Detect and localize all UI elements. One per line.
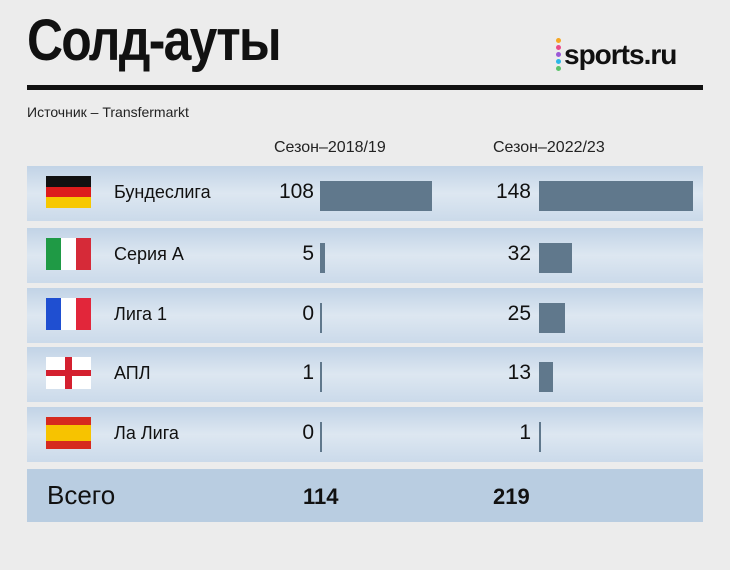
chart-title: Солд-ауты <box>27 8 282 73</box>
bar-2022 <box>539 422 541 452</box>
league-row: Серия А 5 32 <box>27 228 703 283</box>
column-header-2018: Сезон–2018/19 <box>274 139 386 156</box>
spain-flag-icon <box>46 417 91 449</box>
league-label: Бундеслига <box>114 182 211 202</box>
france-flag-icon <box>46 298 91 330</box>
bar-2022 <box>539 181 693 211</box>
column-header-2022: Сезон–2022/23 <box>493 139 605 156</box>
bar-2022 <box>539 303 565 333</box>
value-label-2018: 1 <box>302 361 314 384</box>
total-label: Всего <box>47 480 116 510</box>
bar-2018 <box>320 422 322 452</box>
value-label-2022: 13 <box>507 361 531 384</box>
value-label-2018: 5 <box>302 242 314 265</box>
logo-dot <box>556 66 561 71</box>
germany-flag-icon <box>46 176 91 208</box>
value-label-2022: 32 <box>507 242 531 265</box>
league-label: Серия А <box>114 244 184 264</box>
bar-2018 <box>320 303 322 333</box>
value-label-2018: 0 <box>302 421 314 444</box>
total-value-2022: 219 <box>493 484 530 509</box>
logo-dots-icon <box>556 38 561 71</box>
title-divider <box>27 85 703 90</box>
source-note: Источник – Transfermarkt <box>27 104 189 120</box>
league-row: Лига 1 0 25 <box>27 288 703 343</box>
logo-dot <box>556 59 561 64</box>
league-label: АПЛ <box>114 363 151 383</box>
value-label-2018: 108 <box>278 180 314 203</box>
italy-flag-icon <box>46 238 91 270</box>
bar-2018 <box>320 243 326 273</box>
value-label-2022: 148 <box>495 180 531 203</box>
logo-dot <box>556 52 561 57</box>
sports-ru-logo: sports.ru <box>556 38 677 71</box>
logo-dot <box>556 38 561 43</box>
total-value-2018: 114 <box>303 484 339 509</box>
league-row: АПЛ 1 13 <box>27 347 703 402</box>
logo-dot <box>556 45 561 50</box>
england-flag-icon <box>46 357 91 389</box>
value-label-2018: 0 <box>302 302 314 325</box>
bar-2022 <box>539 362 553 392</box>
league-label: Лига 1 <box>114 304 168 324</box>
league-row: Бундеслига 108 148 <box>27 166 703 221</box>
bar-2018 <box>320 362 322 392</box>
total-row: Всего 114 219 <box>27 469 703 522</box>
bar-2018 <box>320 181 433 211</box>
league-row: Ла Лига 0 1 <box>27 407 703 462</box>
league-label: Ла Лига <box>114 423 179 443</box>
value-label-2022: 25 <box>507 302 531 325</box>
logo-text: sports.ru <box>564 38 677 70</box>
value-label-2022: 1 <box>519 421 531 444</box>
bar-2022 <box>539 243 573 273</box>
